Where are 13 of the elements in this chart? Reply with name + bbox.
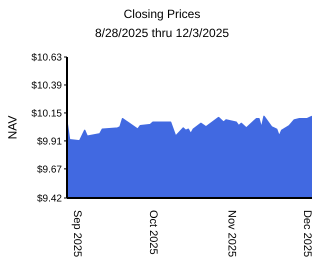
y-tick-label: $9.42: [36, 194, 62, 205]
y-tick-label: $10.63: [31, 52, 62, 64]
y-axis-title: NAV: [5, 116, 20, 140]
x-tick-label: Oct 2025: [146, 210, 159, 255]
y-tick-label: $9.67: [36, 164, 62, 176]
x-tick-label: Sep 2025: [71, 210, 84, 258]
y-tick-label: $10.39: [31, 80, 62, 92]
x-tick-label: Dec 2025: [301, 210, 314, 258]
y-tick-label: $9.91: [36, 136, 62, 148]
y-tick-label: $10.15: [31, 108, 62, 120]
chart-subtitle: 8/28/2025 thru 12/3/2025: [94, 26, 230, 40]
chart-title: Closing Prices: [122, 7, 202, 21]
x-tick-label: Nov 2025: [225, 210, 238, 258]
